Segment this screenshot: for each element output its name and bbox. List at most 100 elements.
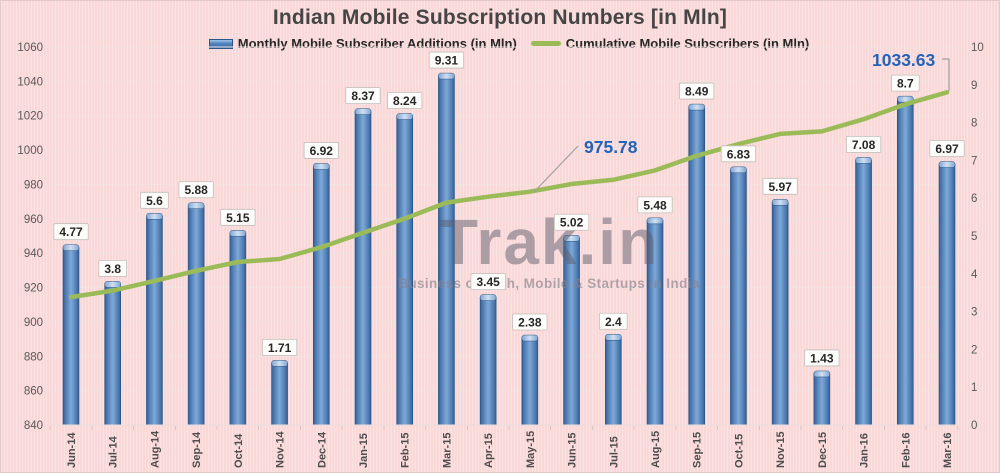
bar-Dec-15 bbox=[813, 370, 831, 426]
bar-Apr-15 bbox=[479, 294, 497, 426]
y-axis-left-tick-label: 840 bbox=[24, 420, 43, 432]
y-axis-left-tick-label: 920 bbox=[24, 283, 43, 295]
y-axis-right-tick-label: 4 bbox=[971, 269, 978, 281]
x-axis-category-label: Oct-15 bbox=[733, 434, 745, 468]
svg-text:8.24: 8.24 bbox=[393, 94, 417, 108]
bar-Aug-15 bbox=[646, 217, 664, 426]
y-axis-left-tick-label: 940 bbox=[24, 248, 43, 260]
bar-Jul-15 bbox=[604, 334, 622, 426]
bar-Sep-15 bbox=[688, 103, 706, 426]
line-series-swatch-icon bbox=[530, 41, 561, 46]
bar-data-label: 5.02 bbox=[553, 213, 590, 231]
x-axis-category-label: Feb-16 bbox=[900, 433, 912, 468]
bar-data-label: 5.15 bbox=[220, 208, 256, 226]
bar-data-label: 3.8 bbox=[98, 259, 128, 277]
svg-text:7.08: 7.08 bbox=[852, 138, 876, 152]
y-axis-left-tick-label: 960 bbox=[24, 214, 43, 226]
svg-text:6.83: 6.83 bbox=[727, 147, 751, 161]
annotation-1033.63: 1033.63 bbox=[872, 50, 950, 91]
svg-text:5.97: 5.97 bbox=[768, 180, 792, 194]
x-axis-category-label: May-15 bbox=[525, 431, 537, 468]
bar-series bbox=[62, 72, 956, 426]
x-axis-category-label: Apr-15 bbox=[483, 433, 495, 468]
bar-data-label: 8.7 bbox=[890, 74, 920, 92]
watermark-brand: Trak.in bbox=[438, 206, 660, 278]
bar-data-label: 1.71 bbox=[261, 338, 298, 356]
bar-May-15 bbox=[521, 334, 539, 426]
bar-Jun-14 bbox=[62, 244, 80, 426]
x-axis-category-label: Sep-15 bbox=[692, 432, 704, 468]
x-axis-category-label: Mar-15 bbox=[441, 433, 453, 468]
y-axis-right-tick-label: 2 bbox=[971, 344, 977, 356]
svg-text:5.6: 5.6 bbox=[146, 194, 163, 208]
svg-text:5.88: 5.88 bbox=[184, 183, 208, 197]
y-axis-right-tick-label: 0 bbox=[971, 420, 977, 432]
bar-Mar-15 bbox=[438, 72, 455, 426]
svg-text:2.4: 2.4 bbox=[605, 315, 622, 329]
bar-series-swatch-icon bbox=[208, 38, 233, 49]
x-axis-category-label: Nov-15 bbox=[775, 431, 787, 468]
annotation-975.78: 975.78 bbox=[533, 137, 638, 193]
bar-data-label: 2.38 bbox=[512, 313, 548, 331]
bar-data-label: 5.6 bbox=[140, 191, 169, 209]
legend-label-line-series: Cumulative Mobile Subscribers (in Mln) bbox=[565, 36, 810, 51]
watermark-tagline: Business of Tech, Mobile & Startups in I… bbox=[398, 276, 700, 291]
y-axis-left-tick-label: 980 bbox=[24, 179, 43, 191]
svg-text:8.7: 8.7 bbox=[897, 77, 914, 91]
bar-Feb-15 bbox=[396, 113, 414, 426]
svg-text:9.31: 9.31 bbox=[435, 54, 459, 68]
bar-data-label: 8.24 bbox=[387, 92, 423, 109]
bar-Oct-15 bbox=[730, 166, 747, 426]
bar-data-label: 2.4 bbox=[598, 312, 628, 330]
legend-item-bar-series: Monthly Mobile Subscriber Additions (in … bbox=[208, 36, 517, 51]
bar-Mar-16 bbox=[938, 161, 956, 426]
bar-data-label: 5.88 bbox=[178, 181, 214, 199]
svg-text:3.45: 3.45 bbox=[476, 275, 500, 289]
bar-data-label: 8.37 bbox=[345, 87, 381, 105]
svg-text:1.43: 1.43 bbox=[810, 351, 834, 365]
svg-text:1.71: 1.71 bbox=[268, 341, 292, 355]
watermark: Trak.in Business of Tech, Mobile & Start… bbox=[97, 206, 999, 291]
bar-Aug-14 bbox=[146, 213, 163, 426]
y-axis-left-tick-label: 1020 bbox=[17, 111, 43, 123]
svg-text:6.97: 6.97 bbox=[935, 142, 959, 156]
bar-Feb-16 bbox=[896, 95, 914, 426]
y-axis-right-tick-label: 3 bbox=[971, 307, 977, 319]
y-axis-right-tick-label: 1 bbox=[971, 382, 977, 394]
svg-text:5.48: 5.48 bbox=[643, 198, 667, 212]
y-axis-right-tick-label: 5 bbox=[971, 231, 977, 243]
y-axis-left: 840 860 880 900 920 940 960 980 1000 1020 1040 1060 bbox=[17, 42, 43, 432]
bar-data-label: 6.83 bbox=[720, 145, 757, 163]
bar-data-label: 9.31 bbox=[428, 51, 465, 69]
bar-data-label: 6.92 bbox=[303, 142, 339, 159]
x-axis-category-label: Jan-15 bbox=[358, 433, 370, 468]
x-axis-category-label: Oct-14 bbox=[233, 433, 245, 468]
svg-text:6.92: 6.92 bbox=[310, 144, 334, 158]
annotation-text: 1033.63 bbox=[872, 50, 936, 70]
y-axis-right-tick-label: 8 bbox=[971, 118, 977, 130]
x-axis-category-label: Jun-15 bbox=[567, 433, 579, 468]
legend-item-line-series: Cumulative Mobile Subscribers (in Mln) bbox=[530, 36, 810, 51]
svg-text:5.02: 5.02 bbox=[560, 216, 584, 230]
annotation-text: 975.78 bbox=[584, 137, 638, 157]
bar-Nov-15 bbox=[771, 199, 789, 426]
bar-Jan-15 bbox=[354, 108, 372, 426]
bar-Dec-14 bbox=[312, 163, 330, 426]
annotation-leader-line bbox=[942, 58, 950, 91]
x-axis bbox=[49, 424, 959, 430]
x-axis-category-label: Jun-14 bbox=[66, 432, 78, 468]
bar-Sep-14 bbox=[187, 202, 205, 426]
y-axis-left-tick-label: 900 bbox=[24, 317, 43, 329]
y-axis-left-tick-label: 1000 bbox=[17, 145, 43, 157]
bar-data-label: 3.45 bbox=[470, 273, 506, 290]
y-axis-right-tick-label: 7 bbox=[971, 155, 977, 167]
x-axis-category-label: Feb-15 bbox=[400, 433, 412, 468]
bar-Jul-14 bbox=[104, 281, 122, 426]
bar-Oct-14 bbox=[229, 230, 247, 426]
bar-Jun-15 bbox=[563, 234, 580, 426]
y-axis-right: 0 1 2 3 4 5 6 7 8 9 10 bbox=[971, 42, 984, 432]
y-axis-left-tick-label: 1040 bbox=[17, 76, 43, 88]
y-axis-left-tick-label: 860 bbox=[24, 386, 43, 398]
annotation-leader-line bbox=[533, 145, 579, 193]
